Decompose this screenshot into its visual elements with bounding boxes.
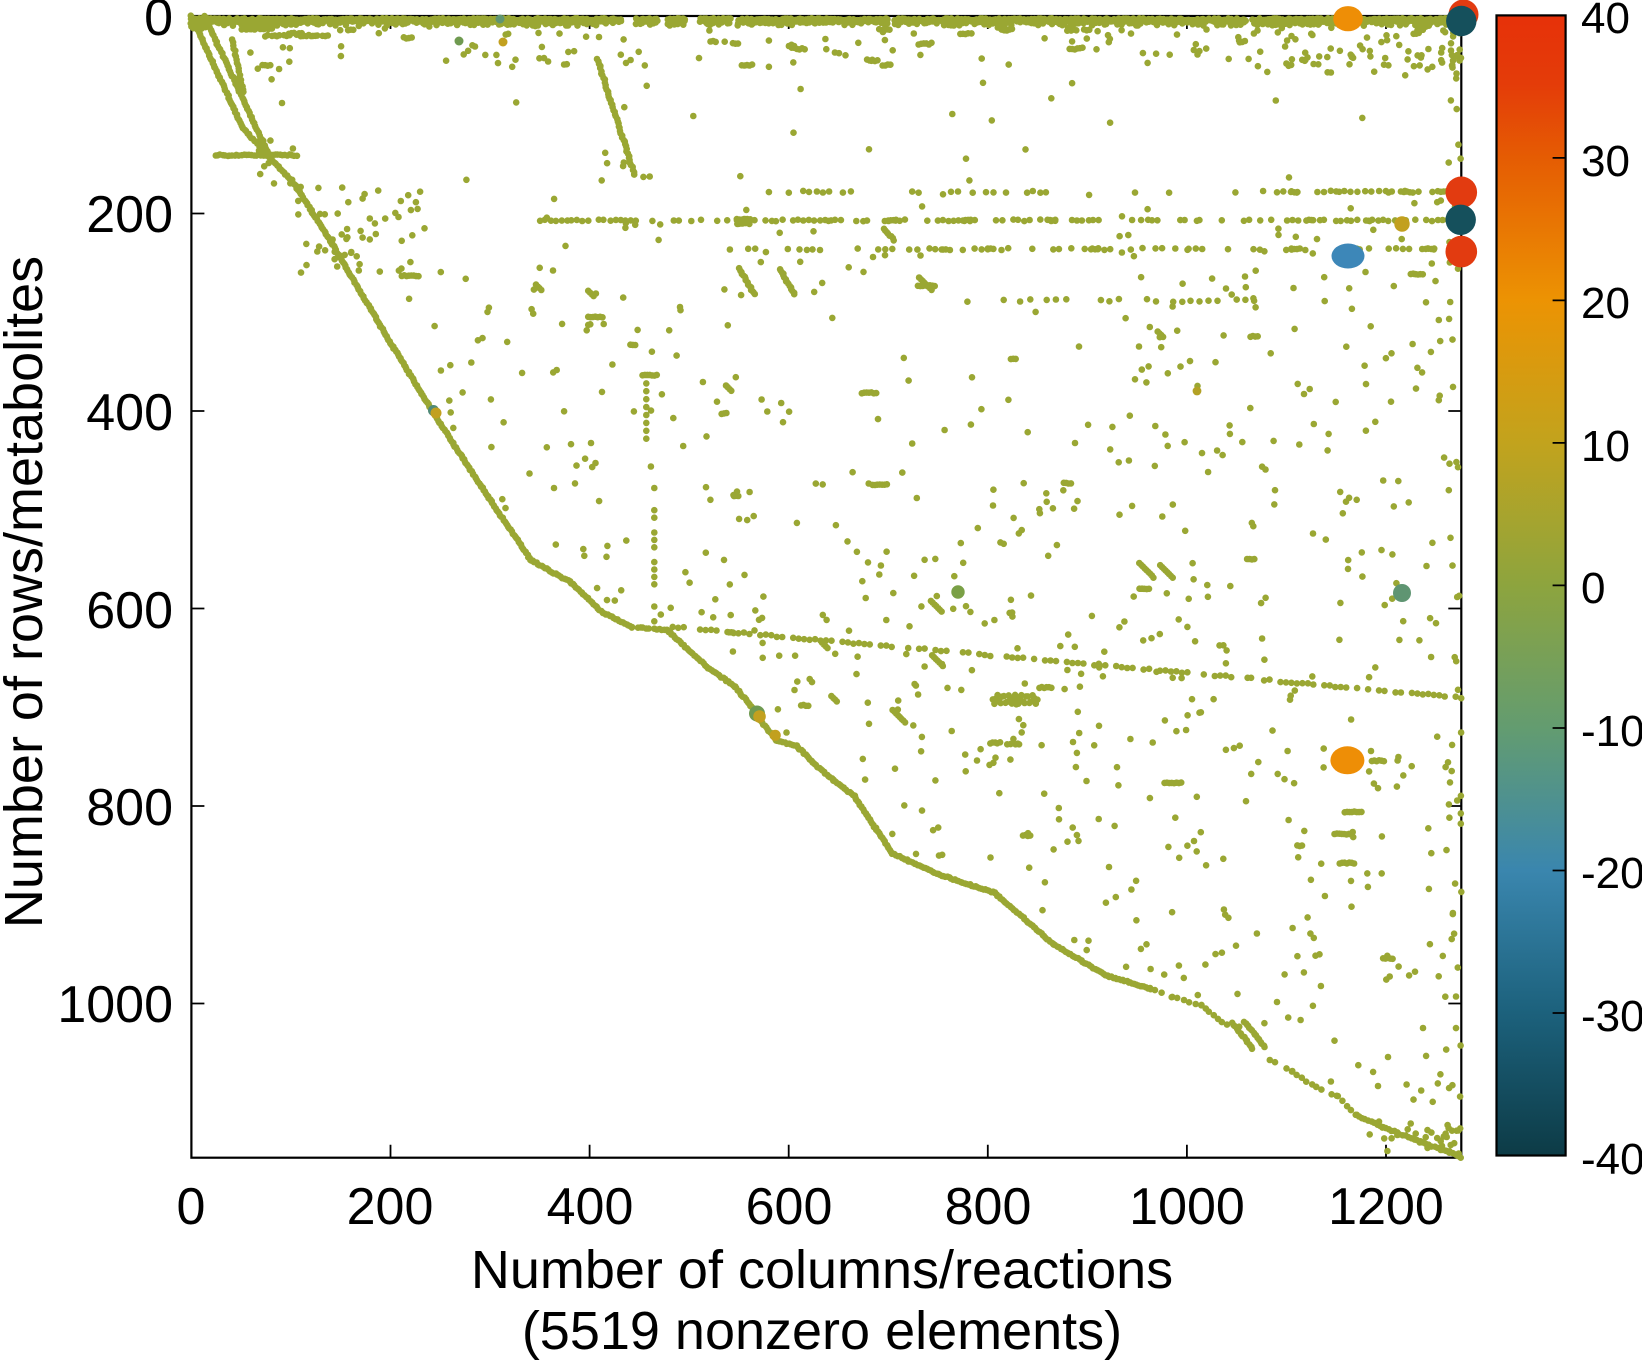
svg-text:1000: 1000 (1129, 1178, 1245, 1236)
svg-text:600: 600 (746, 1178, 833, 1236)
svg-text:0: 0 (177, 1178, 206, 1236)
svg-text:1200: 1200 (1328, 1178, 1444, 1236)
svg-text:(5519 nonzero elements): (5519 nonzero elements) (522, 1301, 1122, 1361)
svg-text:1000: 1000 (57, 976, 173, 1034)
svg-text:400: 400 (547, 1178, 634, 1236)
svg-text:0: 0 (1581, 564, 1605, 613)
svg-text:-10: -10 (1581, 707, 1642, 756)
svg-text:20: 20 (1581, 279, 1630, 328)
svg-text:800: 800 (86, 779, 173, 837)
svg-text:-20: -20 (1581, 849, 1642, 898)
svg-text:200: 200 (86, 186, 173, 244)
svg-text:Number of columns/reactions: Number of columns/reactions (471, 1240, 1173, 1300)
svg-text:Number of rows/metabolites: Number of rows/metabolites (0, 256, 54, 928)
svg-text:800: 800 (945, 1178, 1032, 1236)
svg-text:10: 10 (1581, 422, 1630, 471)
svg-text:40: 40 (1581, 0, 1630, 43)
svg-text:400: 400 (86, 384, 173, 442)
svg-text:30: 30 (1581, 137, 1630, 186)
svg-text:-40: -40 (1581, 1135, 1642, 1184)
svg-text:200: 200 (347, 1178, 434, 1236)
svg-text:600: 600 (86, 582, 173, 640)
svg-text:-30: -30 (1581, 992, 1642, 1041)
svg-text:0: 0 (144, 0, 173, 47)
